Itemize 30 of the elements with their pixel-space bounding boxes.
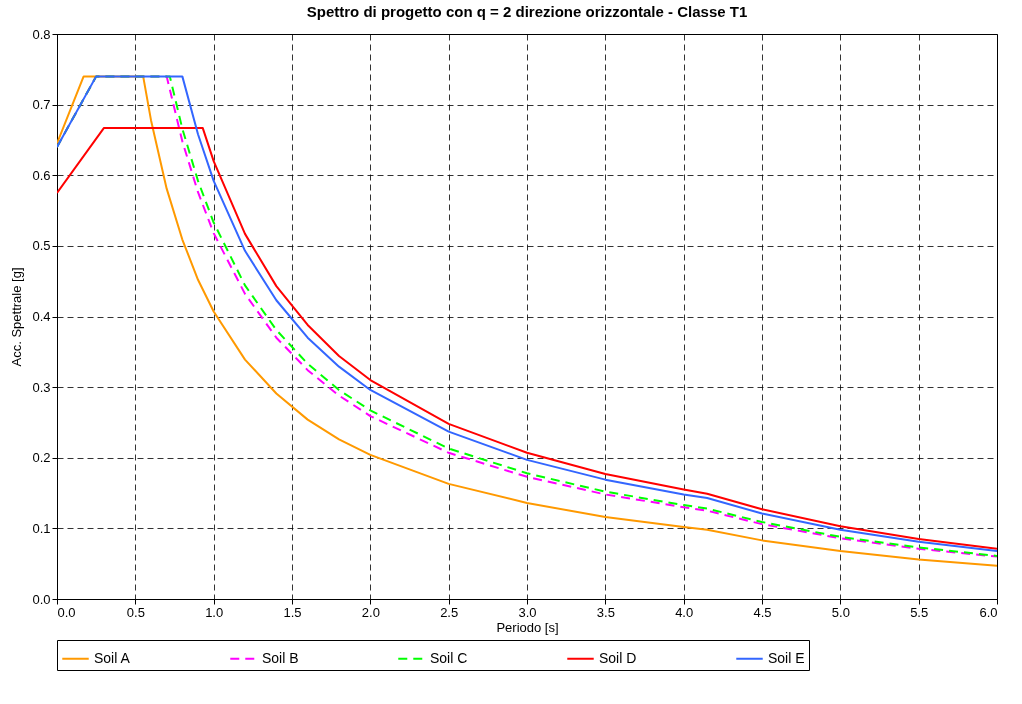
x-tick-label: 3.0 <box>518 604 537 620</box>
x-tick-label: 0.0 <box>57 604 76 620</box>
y-tick-label: 0.5 <box>32 238 51 254</box>
x-tick-label: 2.5 <box>440 604 459 620</box>
x-tick-label: 0.5 <box>126 604 145 620</box>
legend-label: Soil C <box>430 649 468 666</box>
x-tick-label: 4.0 <box>675 604 694 620</box>
legend-label: Soil E <box>768 649 805 666</box>
y-tick-label: 0.6 <box>32 167 51 183</box>
x-tick-label: 3.5 <box>596 604 615 620</box>
y-tick-label: 0.0 <box>32 591 51 607</box>
legend-label: Soil D <box>599 649 637 666</box>
y-tick-label: 0.2 <box>32 450 51 466</box>
x-tick-label: 5.5 <box>910 604 929 620</box>
y-tick-label: 0.8 <box>32 26 51 42</box>
y-tick-label: 0.1 <box>32 520 51 536</box>
x-tick-label: 2.0 <box>361 604 380 620</box>
y-tick-label: 0.7 <box>32 97 51 113</box>
chart-title: Spettro di progetto con q = 2 direzione orizzontale - Classe T1 <box>306 3 748 20</box>
legend-label: Soil B <box>262 649 299 666</box>
x-tick-label: 5.0 <box>831 604 850 620</box>
y-axis-title: Acc. Spettrale [g] <box>9 267 25 367</box>
x-axis-title: Periodo [s] <box>496 619 559 635</box>
legend-label: Soil A <box>94 649 131 666</box>
y-tick-label: 0.4 <box>32 309 51 324</box>
x-tick-label: 4.5 <box>753 604 772 620</box>
x-tick-label: 1.5 <box>283 604 302 620</box>
y-tick-label: 0.3 <box>32 379 51 395</box>
x-tick-label: 6.0 <box>979 604 998 620</box>
x-tick-label: 1.0 <box>205 604 224 620</box>
